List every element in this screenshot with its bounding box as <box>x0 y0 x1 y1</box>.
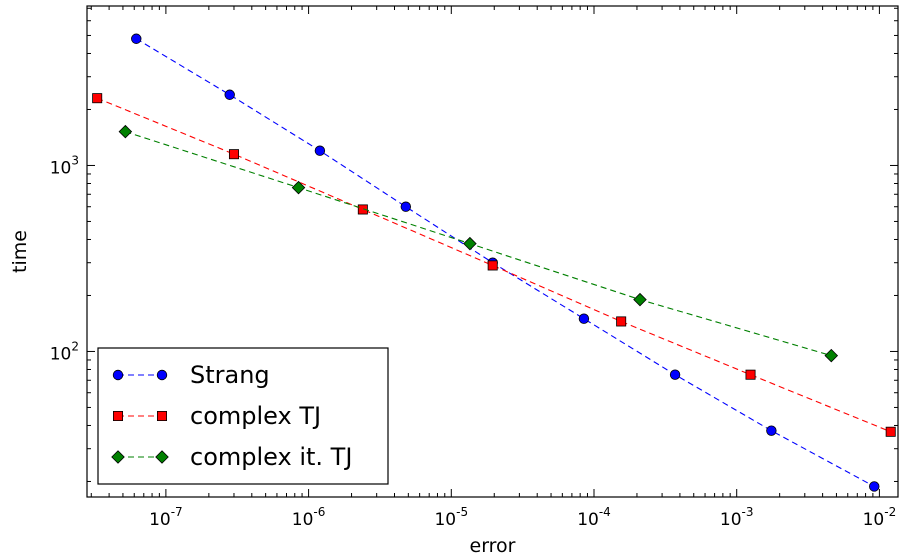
legend-marker <box>155 450 169 464</box>
y-axis-label: time <box>9 230 31 273</box>
plot-frame <box>86 5 899 498</box>
x-tick-label-exponent: -3 <box>742 505 754 519</box>
data-point <box>578 313 590 324</box>
data-point <box>400 201 412 212</box>
x-tick-label-exponent: -6 <box>313 505 325 519</box>
data-point <box>669 369 681 380</box>
x-tick-label-base: 10 <box>292 510 314 530</box>
x-tick-label: 10-7 <box>149 505 183 530</box>
x-tick-label-base: 10 <box>863 510 885 530</box>
data-point <box>487 260 498 271</box>
series-complex-it-tj <box>118 124 839 363</box>
legend-entry: Strang <box>112 361 270 389</box>
data-point <box>118 124 133 139</box>
data-point <box>745 369 756 380</box>
legend-marker <box>111 450 125 464</box>
data-point <box>224 89 235 100</box>
x-tick-label-base: 10 <box>149 510 171 530</box>
x-tick-label-base: 10 <box>434 510 456 530</box>
data-point <box>616 316 627 327</box>
series-layer <box>92 33 896 492</box>
series-complex-tj <box>92 93 896 437</box>
x-tick-label: 10-4 <box>577 505 611 530</box>
data-point <box>291 180 306 195</box>
legend-marker <box>156 410 167 421</box>
x-tick-label-exponent: -7 <box>171 505 183 519</box>
x-tick-label: 10-2 <box>863 505 897 530</box>
x-tick-label-exponent: -4 <box>599 505 611 519</box>
x-tick-label: 10-5 <box>434 505 468 530</box>
y-tick-label-base: 10 <box>50 158 72 178</box>
x-tick-label-exponent: -5 <box>456 505 468 519</box>
data-point <box>766 425 777 436</box>
data-point <box>869 481 880 492</box>
legend: Strang complex TJ complex it. TJ <box>97 347 389 485</box>
data-point <box>885 426 896 437</box>
y-tick-label: 103 <box>50 153 79 178</box>
data-point <box>463 236 477 251</box>
data-point <box>357 204 368 215</box>
legend-label: complex TJ <box>190 402 321 430</box>
data-point <box>228 149 239 160</box>
x-tick-label-base: 10 <box>577 510 599 530</box>
y-tick-label: 102 <box>50 339 79 364</box>
y-tick-label-exponent: 2 <box>71 339 79 353</box>
legend-entry: complex TJ <box>113 402 321 430</box>
x-tick-label: 10-6 <box>292 505 326 530</box>
x-tick-label: 10-3 <box>720 505 754 530</box>
x-axis-label: error <box>470 535 516 557</box>
legend-box <box>97 347 389 485</box>
data-point <box>824 348 839 363</box>
x-tick-label-base: 10 <box>720 510 742 530</box>
series-line <box>125 131 832 357</box>
legend-entry: complex it. TJ <box>111 443 352 471</box>
data-point <box>314 145 326 156</box>
legend-marker <box>112 369 124 381</box>
data-point <box>633 292 647 307</box>
legend-label: Strang <box>190 361 270 389</box>
x-tick-label-exponent: -2 <box>884 505 896 519</box>
data-point <box>92 93 103 104</box>
legend-marker <box>156 369 168 381</box>
y-tick-label-base: 10 <box>50 344 72 364</box>
legend-label: complex it. TJ <box>190 443 352 471</box>
legend-marker <box>113 410 124 421</box>
data-point <box>131 33 142 44</box>
y-tick-label-exponent: 3 <box>71 153 79 167</box>
